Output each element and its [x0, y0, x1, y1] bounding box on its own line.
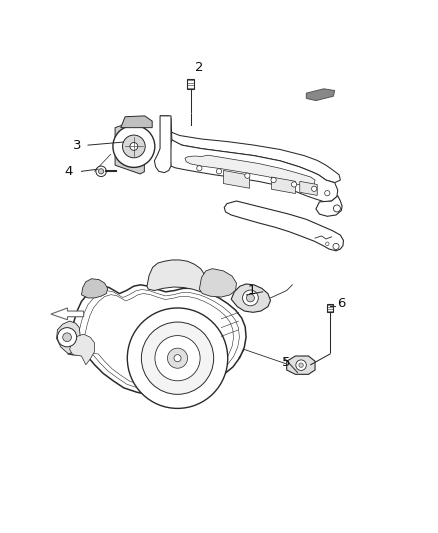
Polygon shape: [121, 116, 152, 128]
Circle shape: [141, 322, 214, 394]
Circle shape: [333, 205, 340, 212]
Polygon shape: [160, 116, 340, 183]
Circle shape: [299, 363, 303, 367]
Polygon shape: [115, 119, 145, 174]
Polygon shape: [70, 334, 95, 365]
Polygon shape: [199, 269, 237, 297]
Circle shape: [99, 169, 104, 174]
Circle shape: [197, 166, 202, 171]
Polygon shape: [81, 279, 108, 298]
Text: 1: 1: [247, 284, 256, 297]
Circle shape: [271, 177, 276, 183]
Circle shape: [333, 244, 339, 249]
Circle shape: [57, 328, 77, 347]
Circle shape: [291, 182, 297, 187]
Circle shape: [155, 336, 200, 381]
FancyBboxPatch shape: [327, 304, 333, 312]
Circle shape: [247, 294, 254, 302]
Circle shape: [130, 142, 138, 150]
Circle shape: [325, 242, 329, 246]
Circle shape: [245, 173, 250, 179]
Polygon shape: [170, 140, 338, 202]
Circle shape: [167, 348, 187, 368]
FancyBboxPatch shape: [187, 79, 194, 89]
Polygon shape: [306, 89, 335, 101]
Text: 3: 3: [73, 139, 81, 151]
Polygon shape: [316, 196, 342, 216]
Polygon shape: [272, 177, 295, 193]
Circle shape: [174, 354, 181, 362]
Text: 4: 4: [64, 165, 73, 178]
Polygon shape: [185, 155, 315, 187]
Circle shape: [113, 125, 155, 167]
Polygon shape: [287, 356, 315, 374]
Polygon shape: [147, 260, 207, 292]
Circle shape: [127, 308, 228, 408]
Text: 6: 6: [337, 297, 346, 310]
Polygon shape: [57, 321, 80, 354]
Text: 2: 2: [195, 61, 204, 74]
Polygon shape: [231, 284, 271, 312]
Polygon shape: [154, 116, 171, 173]
Polygon shape: [51, 308, 84, 320]
Circle shape: [296, 360, 306, 370]
Polygon shape: [68, 285, 246, 397]
Text: 5: 5: [283, 356, 291, 369]
Circle shape: [243, 290, 258, 306]
Circle shape: [325, 190, 330, 196]
Circle shape: [96, 166, 106, 176]
Circle shape: [63, 333, 71, 342]
Polygon shape: [300, 181, 317, 196]
Circle shape: [311, 186, 317, 191]
Polygon shape: [224, 201, 343, 251]
Polygon shape: [223, 171, 250, 188]
Circle shape: [216, 169, 222, 174]
Circle shape: [123, 135, 145, 158]
